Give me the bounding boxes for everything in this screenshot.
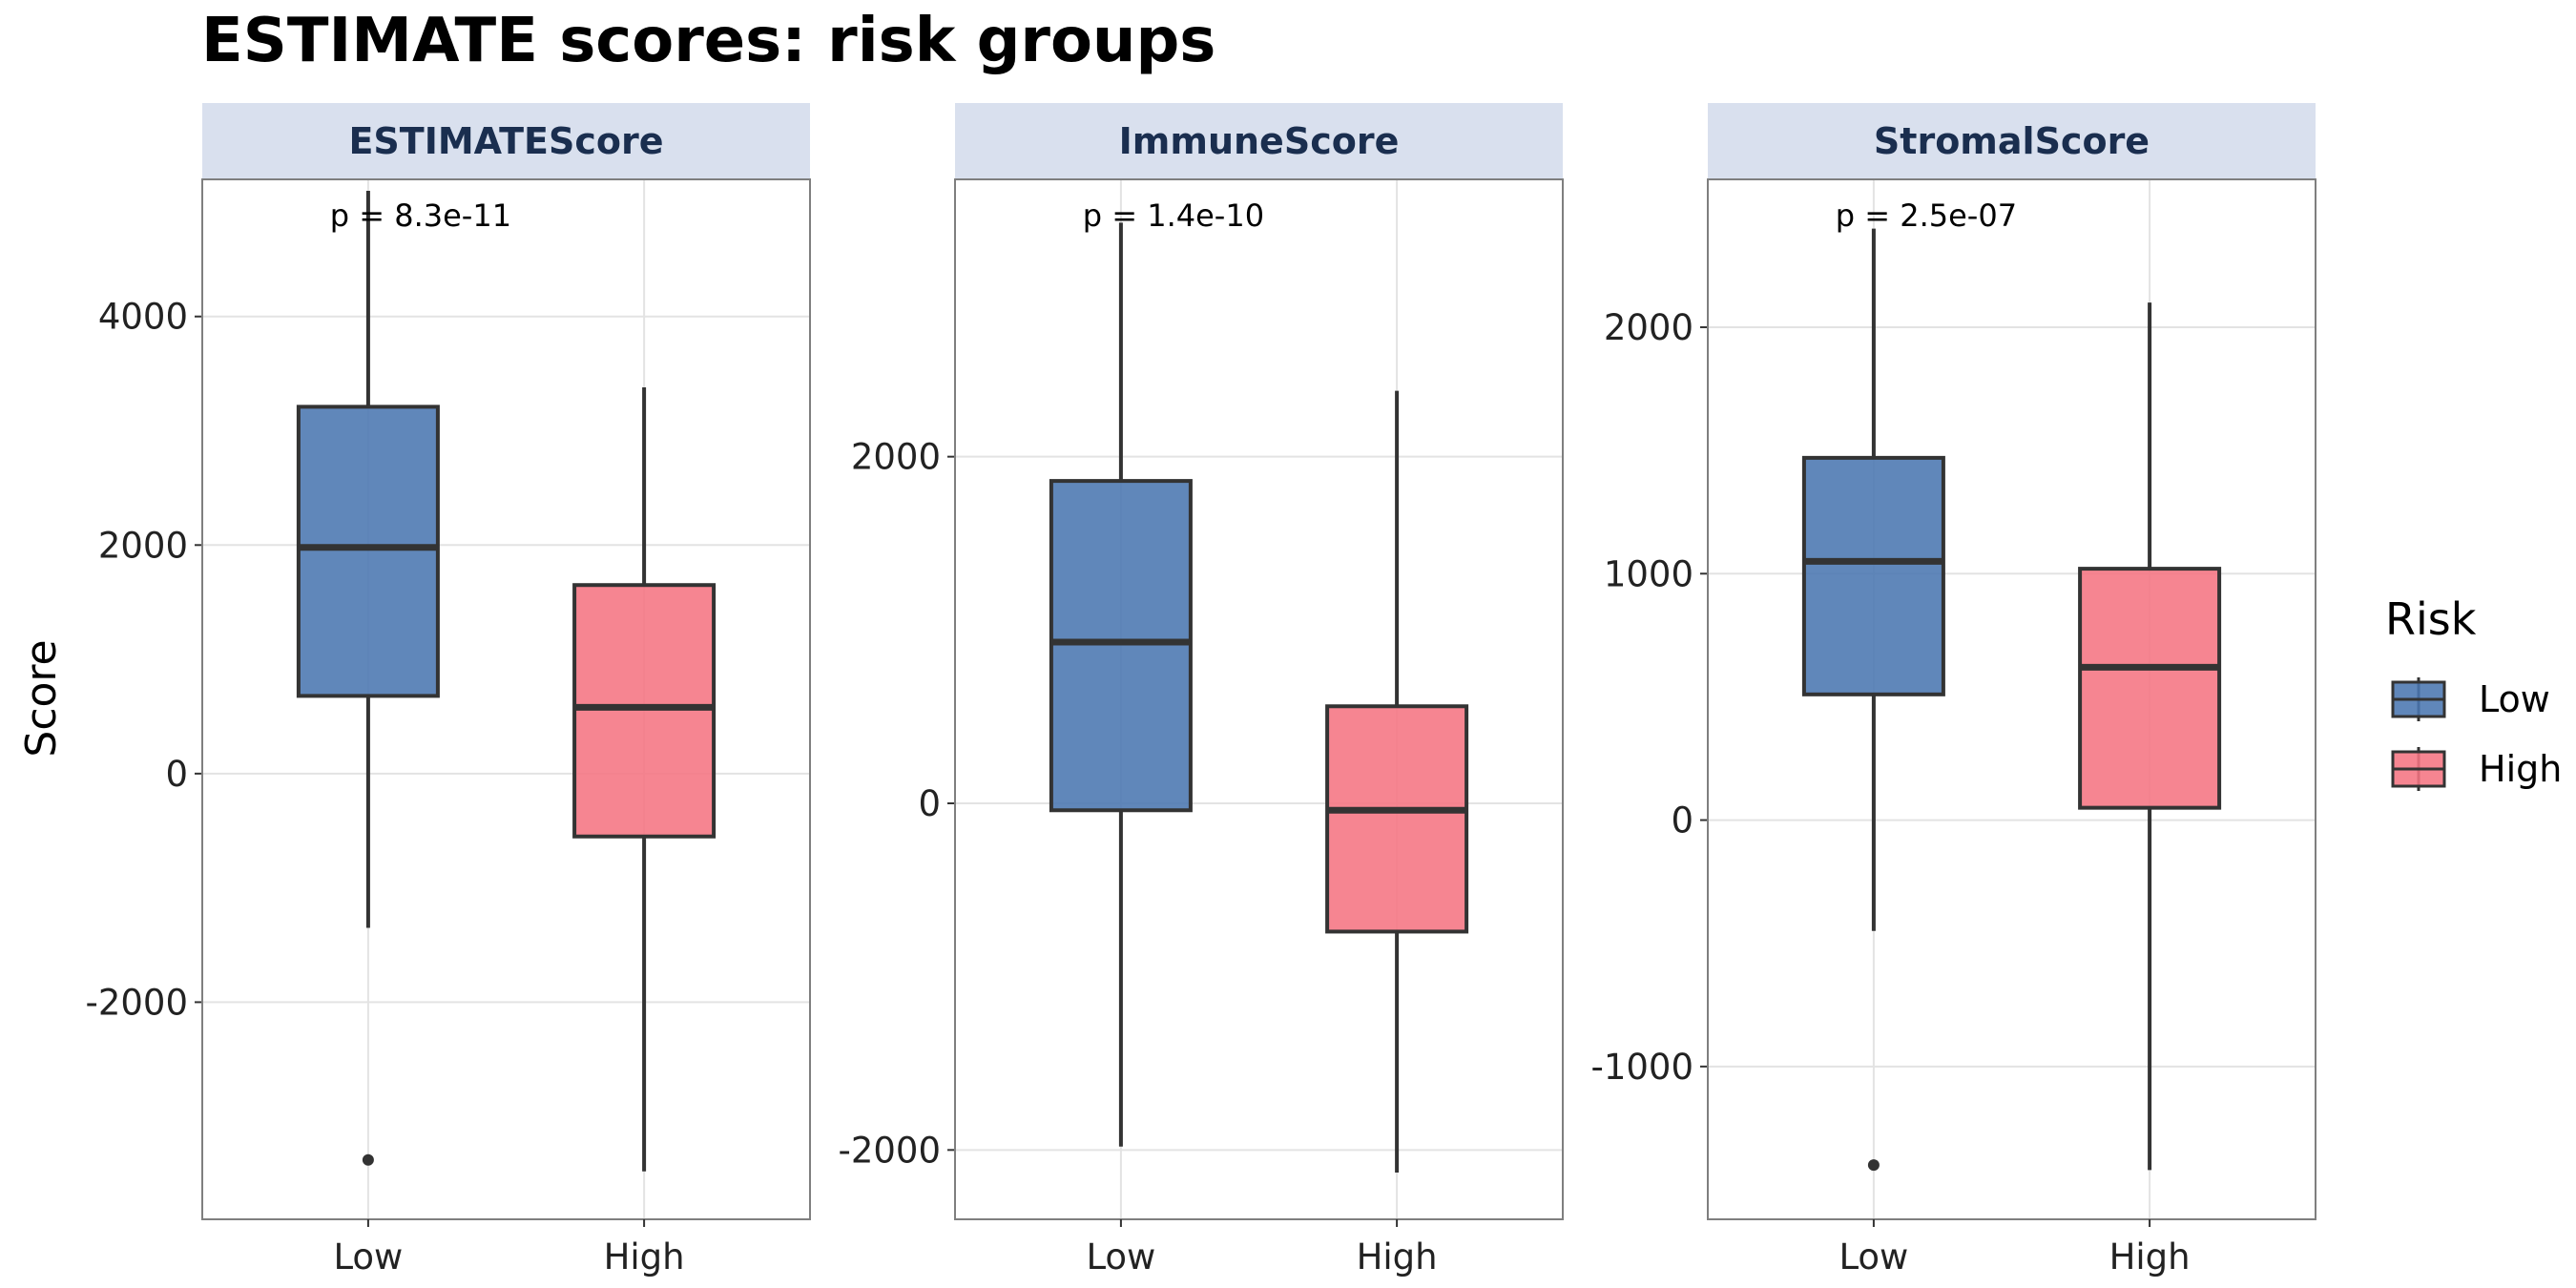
iqr-box xyxy=(296,405,440,698)
x-tick-label: Low xyxy=(333,1236,403,1278)
legend-item-low: Low xyxy=(2391,677,2550,721)
box-low xyxy=(1801,228,1945,1172)
facet-strip xyxy=(1708,103,2316,179)
facet-panels: ESTIMATEScore -2000 0 2000 4000 Low High p = 8.… xyxy=(85,103,2316,1278)
panel-border xyxy=(1707,178,2316,1220)
outlier-point xyxy=(362,1153,374,1166)
box-high xyxy=(572,387,717,1172)
facet-panel-immunescore: ImmuneScore -2000 0 2000 Low High p = 1.4e-10 xyxy=(838,103,1564,1278)
y-tick-label: 2000 xyxy=(1604,307,1693,348)
iqr-box xyxy=(1801,455,1945,696)
iqr-box xyxy=(1325,704,1469,934)
legend-title: Risk xyxy=(2385,593,2477,645)
p-value-annotation: p = 2.5e-07 xyxy=(1836,197,2017,234)
iqr-box xyxy=(2078,567,2222,810)
x-tick-label: High xyxy=(2109,1236,2191,1278)
panel-border xyxy=(201,178,811,1220)
y-tick-label: 0 xyxy=(165,754,188,795)
facet-strip-label: StromalScore xyxy=(1874,120,2150,162)
x-tick-label: High xyxy=(1357,1236,1438,1278)
panel-border xyxy=(954,178,1564,1220)
x-tick-label: Low xyxy=(1839,1236,1908,1278)
box-low xyxy=(296,190,440,1166)
facet-strip-label: ImmuneScore xyxy=(1119,120,1400,162)
facet-strip xyxy=(202,103,810,179)
facet-strip xyxy=(955,103,1563,179)
iqr-box xyxy=(1049,479,1193,813)
facet-panel-stromalscore: StromalScore -1000 0 1000 2000 Low High p = 2.5… xyxy=(1590,103,2316,1278)
box-low xyxy=(1049,222,1193,1147)
y-tick-label: -1000 xyxy=(1590,1047,1693,1088)
box-high xyxy=(2078,302,2222,1171)
chart-title: ESTIMATE scores: risk groups xyxy=(201,6,1215,76)
y-tick-label: -2000 xyxy=(85,982,188,1023)
y-tick-label: 0 xyxy=(918,783,941,824)
iqr-box xyxy=(572,583,717,839)
legend-items: Low High xyxy=(2391,677,2562,791)
x-tick-label: High xyxy=(604,1236,685,1278)
y-tick-label: -2000 xyxy=(838,1130,941,1171)
y-tick-label: 0 xyxy=(1671,800,1693,841)
legend-label: High xyxy=(2479,748,2562,790)
facet-strip-label: ESTIMATEScore xyxy=(348,120,663,162)
p-value-annotation: p = 1.4e-10 xyxy=(1083,197,1264,234)
plot-area xyxy=(202,179,810,1219)
legend: Risk Low High xyxy=(2385,593,2562,791)
y-tick-label: 4000 xyxy=(98,297,188,338)
y-tick-label: 2000 xyxy=(851,437,941,478)
p-value-annotation: p = 8.3e-11 xyxy=(330,197,511,234)
y-tick-label: 2000 xyxy=(98,525,188,566)
y-tick-label: 1000 xyxy=(1604,553,1693,594)
legend-label: Low xyxy=(2479,678,2550,720)
outlier-point xyxy=(1867,1159,1880,1172)
facet-panel-estimatescore: ESTIMATEScore -2000 0 2000 4000 Low High p = 8.… xyxy=(85,103,811,1278)
legend-item-high: High xyxy=(2391,747,2562,791)
x-tick-label: Low xyxy=(1086,1236,1155,1278)
plot-area xyxy=(1708,179,2316,1219)
box-high xyxy=(1325,390,1469,1173)
y-axis-title: Score xyxy=(17,639,66,757)
plot-area xyxy=(955,179,1563,1219)
